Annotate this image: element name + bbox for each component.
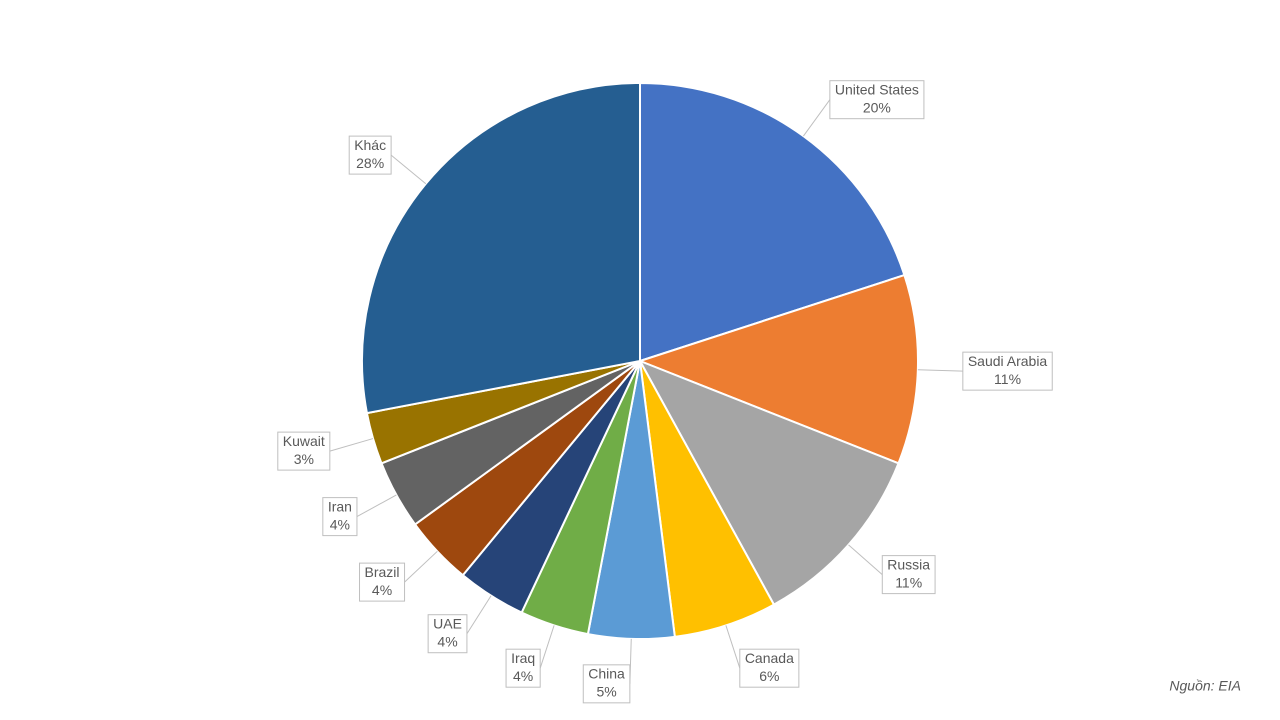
label-value: 3% — [294, 451, 314, 467]
label-value: 4% — [372, 582, 392, 598]
label-box — [582, 664, 631, 704]
label-name: Iraq — [511, 650, 535, 666]
data-label: China 5% — [582, 664, 631, 704]
label-value: 6% — [759, 668, 779, 684]
label-value: 20% — [863, 99, 891, 115]
label-box — [277, 431, 331, 471]
data-label: Kuwait 3% — [277, 431, 331, 471]
label-value: 11% — [994, 371, 1021, 387]
label-box — [505, 648, 541, 688]
label-box — [739, 648, 800, 688]
leader-line — [848, 544, 883, 575]
data-label: Saudi Arabia 11% — [962, 351, 1053, 391]
label-name: United States — [835, 81, 919, 97]
leader-line — [802, 99, 831, 137]
label-name: Canada — [745, 650, 794, 666]
label-value: 4% — [437, 633, 457, 649]
labels: United States 20% Saudi Arabia 11% Russia 11%… — [277, 80, 1053, 704]
label-box — [829, 80, 925, 120]
label-name: Iran — [328, 498, 352, 514]
label-name: Khác — [354, 137, 386, 153]
label-name: Brazil — [365, 564, 400, 580]
label-value: 5% — [596, 684, 616, 700]
label-value: 4% — [330, 516, 350, 532]
label-value: 11% — [895, 574, 922, 590]
slices — [361, 81, 919, 640]
data-label: Brazil 4% — [359, 562, 406, 602]
data-label: Iraq 4% — [505, 648, 541, 688]
label-box — [962, 351, 1053, 391]
label-box — [322, 497, 358, 537]
label-name: UAE — [433, 615, 462, 631]
leader-line — [390, 154, 427, 185]
data-label: UAE 4% — [427, 614, 468, 654]
label-name: China — [588, 666, 625, 682]
leader-line — [917, 369, 963, 372]
label-name: Kuwait — [283, 433, 325, 449]
source-note: Nguồn: EIA — [1169, 678, 1241, 694]
leader-line — [356, 494, 397, 518]
label-box — [881, 555, 936, 595]
label-value: 28% — [356, 155, 384, 171]
leader-line — [539, 625, 555, 669]
leader-line — [404, 550, 438, 583]
label-name: Russia — [887, 556, 930, 572]
data-label: United States 20% — [829, 80, 925, 120]
leader-line — [466, 595, 492, 634]
label-box — [348, 135, 392, 175]
label-box — [427, 614, 468, 654]
data-label: Canada 6% — [739, 648, 800, 688]
leader-line — [329, 438, 374, 452]
label-name: Saudi Arabia — [968, 353, 1048, 369]
label-value: 4% — [513, 668, 533, 684]
data-label: Khác 28% — [348, 135, 392, 175]
leader-line — [725, 625, 741, 669]
label-box — [359, 562, 406, 602]
data-label: Iran 4% — [322, 497, 358, 537]
pie-slice — [361, 81, 641, 415]
data-label: Russia 11% — [881, 555, 936, 595]
